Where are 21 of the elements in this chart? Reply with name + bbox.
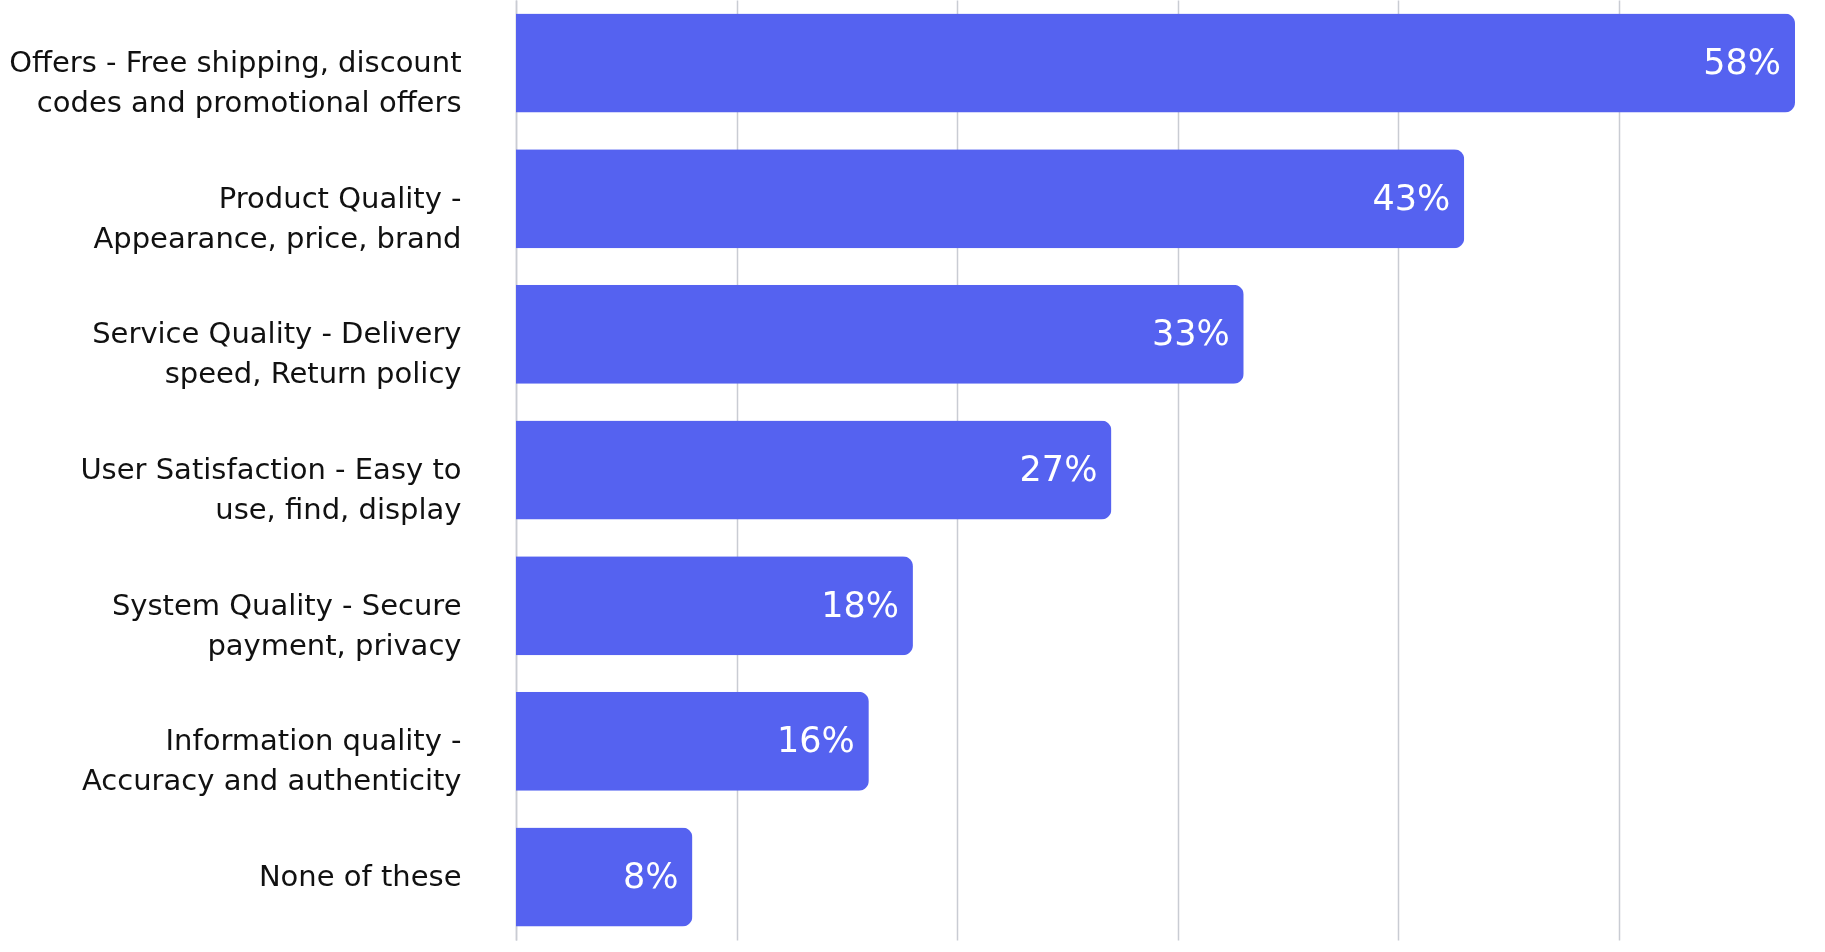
y-tick-label: System Quality - Secure payment, privacy	[111, 587, 462, 662]
data-label: 58%	[1703, 42, 1781, 83]
data-label: 16%	[777, 720, 855, 761]
bar	[516, 691, 869, 791]
bar	[516, 556, 913, 656]
y-tick-label: None of these	[258, 858, 462, 893]
bar	[516, 284, 1244, 384]
data-label: 33%	[1151, 313, 1230, 354]
bar	[516, 149, 1465, 249]
y-tick-label: Offers - Free shipping, discount codes and promotional offers	[9, 45, 462, 120]
bar	[516, 827, 693, 927]
y-tick-label: Product Quality - Appearance, price, brand	[93, 180, 462, 255]
data-label: 8%	[622, 855, 679, 896]
y-tick-label: User Satisfaction - Easy to use, find, display	[80, 452, 462, 526]
data-label: 18%	[821, 584, 899, 625]
y-tick-label: Service Quality - Delivery speed, Return policy	[92, 316, 462, 391]
bar	[516, 13, 1795, 113]
bar	[516, 420, 1112, 520]
data-label: 27%	[1019, 449, 1098, 489]
data-label: 43%	[1372, 177, 1451, 218]
y-tick-label: Information quality - Accuracy and authenticity	[82, 723, 462, 798]
